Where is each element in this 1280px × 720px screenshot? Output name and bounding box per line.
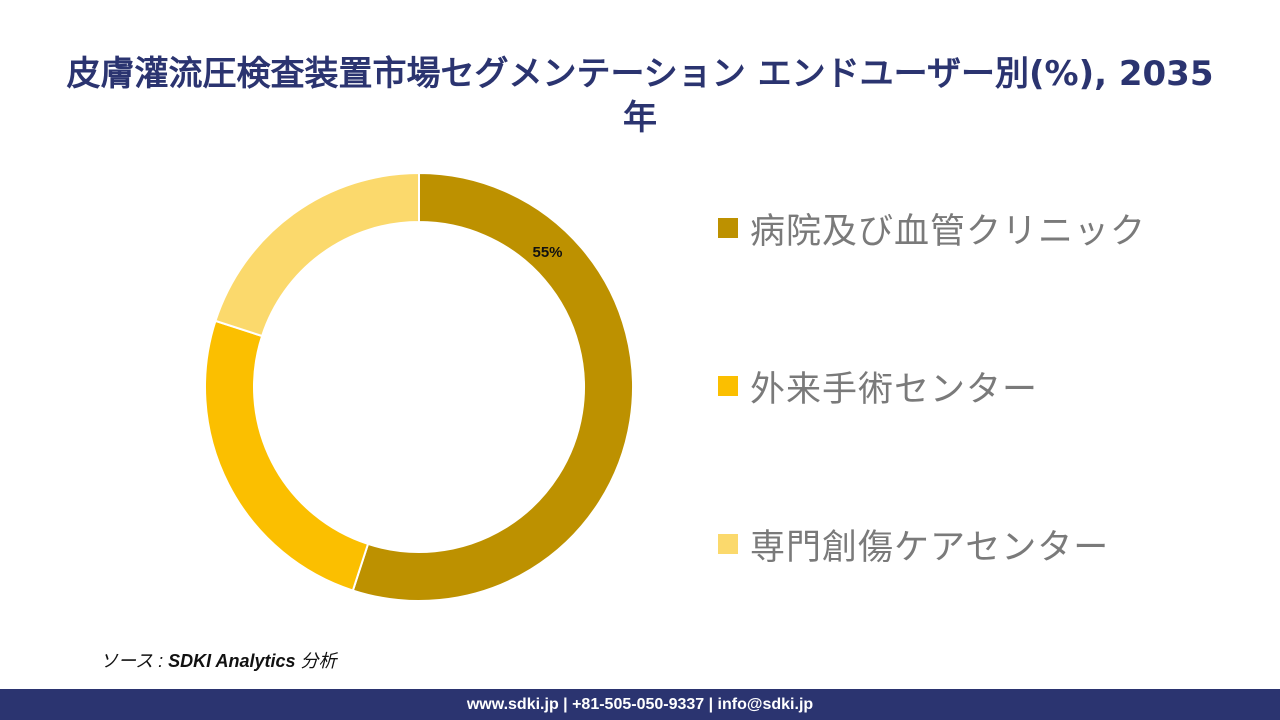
legend-label: 病院及び血管クリニック	[750, 211, 1147, 252]
chart-title: 皮膚灌流圧検査装置市場セグメンテーション エンドユーザー別(%), 2035 年	[0, 52, 1280, 140]
source-prefix: ソース :	[100, 651, 169, 671]
chart-title-line-1: 皮膚灌流圧検査装置市場セグメンテーション エンドユーザー別(%), 2035	[66, 54, 1214, 94]
legend-item: 外来手術センター	[718, 366, 1038, 410]
donut-slice-ambulatory-surgical-centers	[204, 319, 370, 592]
legend-swatch	[718, 218, 738, 238]
legend-label: 外来手術センター	[750, 369, 1039, 410]
chart-legend: 病院及び血管クリニック 外来手術センター専門創傷ケアセンター	[718, 0, 1238, 720]
source-brand: SDKI Analytics	[168, 651, 296, 671]
legend-swatch	[718, 376, 738, 396]
legend-item: 専門創傷ケアセンター	[718, 524, 1109, 568]
donut-slice-specialized-wound-care-centers	[214, 171, 420, 338]
source-suffix: 分析	[295, 651, 337, 671]
source-note: ソース : SDKI Analytics 分析	[100, 647, 337, 673]
chart-title-line-2: 年	[623, 98, 657, 138]
footer-contact: www.sdki.jp | +81-505-050-9337 | info@sd…	[466, 696, 814, 713]
legend-swatch	[718, 534, 738, 554]
legend-label: 専門創傷ケアセンター	[750, 527, 1110, 568]
donut-slice-hospitals-vascular-clinics	[351, 171, 634, 602]
footer-bar: www.sdki.jp | +81-505-050-9337 | info@sd…	[0, 689, 1280, 720]
donut-slice-data-label: 55%	[533, 244, 563, 261]
legend-item: 病院及び血管クリニック	[718, 208, 1146, 252]
